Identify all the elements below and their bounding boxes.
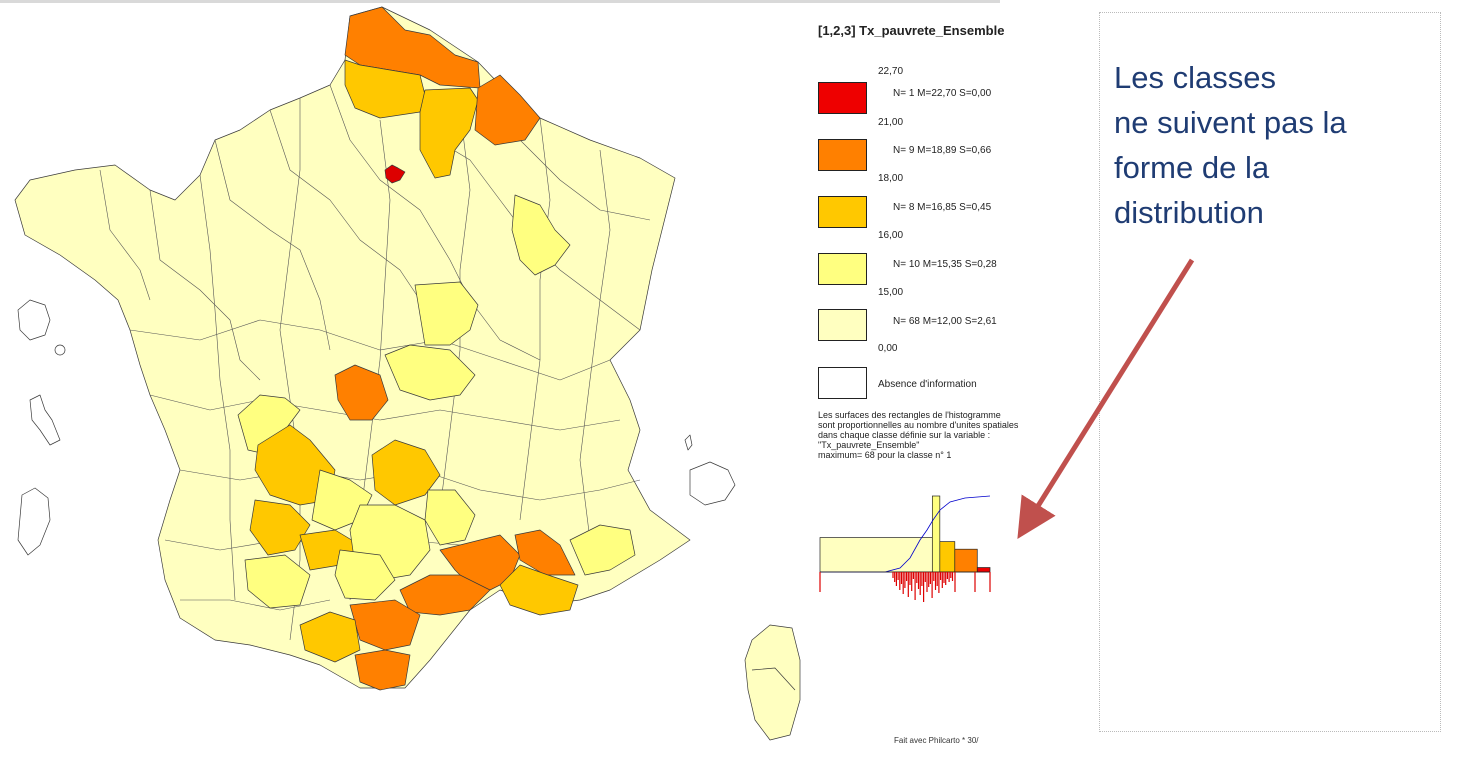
callout-arrow: [1017, 258, 1195, 539]
histogram-bar: [931, 495, 941, 573]
dept-lot-et-garonne: [249, 499, 311, 556]
france-choropleth-map: [14, 6, 801, 741]
legend-bound: 0,00: [878, 343, 898, 354]
credit-text: Fait avec Philcarto * 30/: [894, 736, 979, 745]
legend-note-line: sont proportionnelles au nombre d'unites…: [818, 420, 1019, 430]
legend-swatch-no-data: [818, 367, 867, 399]
island-martinique: [17, 487, 51, 556]
island-guadeloupe: [29, 394, 61, 446]
dept-paris: [384, 164, 406, 184]
legend-note-line: maximum= 68 pour la classe n° 1: [818, 450, 952, 460]
histogram-cumulative-curve: [820, 495, 991, 573]
island-mayotte: [54, 344, 66, 356]
legend-note-line: dans chaque classe définie sur la variab…: [818, 430, 991, 440]
legend-stats: N= 1 M=22,70 S=0,00: [893, 88, 992, 99]
legend-swatch-class-1: [818, 82, 867, 114]
legend-stats: N= 10 M=15,35 S=0,28: [893, 259, 997, 270]
legend-bound: 22,70: [878, 66, 904, 77]
top-border: [0, 0, 1000, 3]
legend-bound: 18,00: [878, 173, 904, 184]
legend-swatch-class-4: [818, 253, 867, 285]
callout-line: distribution: [1114, 195, 1264, 230]
callout-line: Les classes: [1114, 60, 1276, 95]
dept-aude: [349, 599, 421, 651]
legend-title: [1,2,3] Tx_pauvrete_Ensemble: [818, 23, 1005, 38]
dept-vaucluse: [514, 529, 576, 576]
histogram-bar: [819, 537, 933, 573]
dept-lozere: [424, 489, 476, 546]
dept-haute-marne: [511, 194, 571, 276]
dept-nievre: [414, 281, 479, 346]
legend-swatch-class-5: [818, 309, 867, 341]
legend-note: Les surfaces des rectangles de l'histogr…: [818, 410, 1058, 460]
dept-cantal: [371, 439, 441, 506]
callout-panel: [1099, 12, 1441, 732]
legend-swatch-class-3: [818, 196, 867, 228]
legend-stats: N= 68 M=12,00 S=2,61: [893, 316, 997, 327]
corsica: [744, 624, 801, 741]
histogram-bar: [939, 541, 956, 573]
dept-tarn-et-garonne: [244, 554, 311, 609]
legend-bound: 21,00: [878, 117, 904, 128]
legend-note-line: Les surfaces des rectangles de l'histogr…: [818, 410, 1001, 420]
callout-text: Les classes ne suivent pas la forme de l…: [1114, 55, 1347, 235]
legend-bound: 16,00: [878, 230, 904, 241]
legend-bound: 15,00: [878, 287, 904, 298]
dept-creuse: [334, 364, 389, 421]
island-stpierre: [684, 434, 693, 451]
legend-note-line: "Tx_pauvrete_Ensemble": [818, 440, 920, 450]
dept-aisne: [419, 87, 479, 179]
dept-ardennes: [474, 74, 541, 146]
mainland-france: [14, 6, 691, 689]
dept-charente: [237, 394, 301, 456]
legend-no-data-label: Absence d'information: [878, 379, 977, 390]
histogram-bar: [976, 567, 991, 573]
dept-alpes-hte-provence: [569, 524, 636, 576]
callout-line: ne suivent pas la: [1114, 105, 1347, 140]
legend-stats: N= 9 M=18,89 S=0,66: [893, 145, 992, 156]
dept-tarn: [334, 549, 396, 601]
legend-swatch-class-2: [818, 139, 867, 171]
island-guyane: [17, 299, 51, 341]
dept-bouches-du-rhone: [499, 564, 579, 616]
dept-ariege: [299, 611, 361, 663]
histogram-bar: [954, 548, 978, 573]
callout-line: forme de la: [1114, 150, 1270, 185]
dept-allier: [384, 344, 476, 401]
island-reunion: [689, 461, 736, 506]
legend-stats: N= 8 M=16,85 S=0,45: [893, 202, 992, 213]
legend-histogram: [819, 495, 991, 602]
dept-pyrenees-orientales: [354, 649, 411, 691]
